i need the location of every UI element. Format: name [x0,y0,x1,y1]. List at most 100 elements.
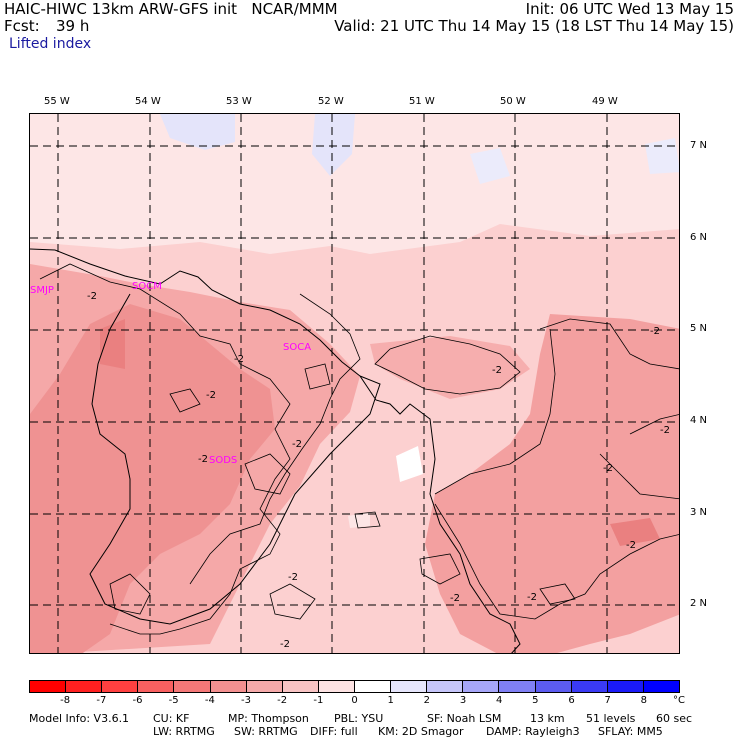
colorbar-swatch [570,681,607,692]
footer-model-info: Model Info: V3.6.1 [29,712,130,725]
lon-label: 50 W [500,96,526,107]
footer-levels: 51 levels [586,712,636,725]
colorbar-swatch [498,681,535,692]
lat-label: 7 N [690,140,708,151]
colorbar-swatch [65,681,102,692]
colorbar-tick-label: 3 [459,695,467,706]
colorbar-tick-label: 6 [568,695,575,706]
footer-cu: CU: KF [153,712,190,725]
border-guyana-suriname [89,293,381,625]
footer-sflay: SFLAY: MM5 [598,725,663,738]
lon-label: 54 W [135,96,161,107]
contour-label: -2 [626,540,636,551]
contour-label: -2 [280,639,290,650]
contour-label: -2 [492,365,502,376]
footer-sw: SW: RRTMG [234,725,298,738]
colorbar-tick-label: 4 [495,695,503,706]
coastline [30,248,361,377]
station-label: SMJP [30,285,54,296]
contour-label: -2 [87,291,97,302]
contour-label: -2 [450,593,460,604]
station-label: SOCA [283,342,311,353]
contour-label: -2 [234,354,244,365]
colorbar-tick-label: -2 [277,695,288,706]
footer-pbl: PBL: YSU [334,712,384,725]
colorbar-tick-label: 1 [387,695,394,706]
colorbar-tick-label: -7 [96,695,107,706]
colorbar-tick-label: -5 [168,695,179,706]
lat-label: 4 N [690,415,708,426]
colorbar-swatch [101,681,138,692]
colorbar-swatch [534,681,571,692]
lon-label: 55 W [44,96,70,107]
lat-label: 6 N [690,232,708,243]
field-white-patch [396,446,423,482]
contour-label: -2 [198,454,208,465]
lat-label: 5 N [690,323,708,334]
lon-label: 52 W [318,96,344,107]
forecast-label: Fcst: [4,17,40,35]
field-strong-patch [610,518,660,546]
field-strong-west [30,304,275,653]
field-light-patch [348,512,370,528]
station-label: SOCM [132,281,162,292]
colorbar-tick-label: -8 [60,695,71,706]
contour-label: -2 [603,463,613,474]
colorbar-tick-label: -4 [204,695,215,706]
lifted-index-map: -2 -2 -2 -2 -2 -2 -2 -2 -2 -2 -2 -2 -2 -… [29,113,680,654]
colorbar-swatch [642,681,679,692]
colorbar-swatch [390,681,427,692]
contour-label: -2 [292,439,302,450]
colorbar-tick-label: 7 [604,695,611,706]
contour-label: -2 [206,390,216,401]
lon-label: 49 W [592,96,618,107]
border-french-guiana [359,375,521,653]
field-blue-patch [645,138,679,174]
footer-damp: DAMP: Rayleigh3 [486,725,580,738]
lat-label: 3 N [690,507,708,518]
colorbar-swatch [30,681,66,692]
footer-resolution: 13 km [530,712,565,725]
map-canvas: -2 -2 -2 -2 -2 -2 -2 -2 -2 -2 -2 -2 -2 -… [30,114,679,653]
colorbar-swatch [281,681,318,692]
colorbar-tick-label: 5 [532,695,539,706]
colorbar-tick-label: -3 [241,695,251,706]
footer-timestep: 60 sec [656,712,693,725]
field-name: Lifted index [9,36,92,52]
field-medium-central [370,336,530,399]
contour-label: -2 [660,425,670,436]
contour-label: -2 [288,572,298,583]
lon-label: 53 W [226,96,252,107]
colorbar-unit: °C [673,695,685,706]
colorbar-tick-label: 2 [423,695,431,706]
field-blue-patch [312,114,355,176]
footer-sf: SF: Noah LSM [427,712,502,725]
colorbar-swatch [462,681,499,692]
colorbar-swatch [606,681,643,692]
valid-time: Valid: 21 UTC Thu 14 May 15 (18 LST Thu … [334,17,734,35]
field-strong-patch [100,319,125,369]
colorbar-tick-label: 0 [351,695,358,706]
colorbar-tick-label: -6 [132,695,143,706]
footer-diff: DIFF: full [310,725,358,738]
colorbar-swatch [245,681,282,692]
forecast-hour: 39 h [56,17,90,35]
colorbar-tick-label: -1 [313,695,324,706]
footer-lw: LW: RRTMG [153,725,215,738]
footer-km: KM: 2D Smagor [378,725,464,738]
field-blue-patch [470,148,510,184]
model-title: HAIC-HIWC 13km ARW-GFS init NCAR/MMM [4,0,338,18]
contour-label: -2 [650,326,660,337]
station-label: SODS [209,455,237,466]
colorbar [29,680,680,693]
contour-label: -2 [527,592,537,603]
colorbar-tick-label: 8 [640,695,648,706]
field-light-north [30,114,679,254]
init-time: Init: 06 UTC Wed 13 May 15 [525,0,734,18]
contours [39,263,679,635]
lat-label: 2 N [690,598,708,609]
colorbar-swatch [173,681,210,692]
colorbar-swatch [353,681,391,692]
footer-mp: MP: Thompson [228,712,309,725]
colorbar-swatch [209,681,246,692]
